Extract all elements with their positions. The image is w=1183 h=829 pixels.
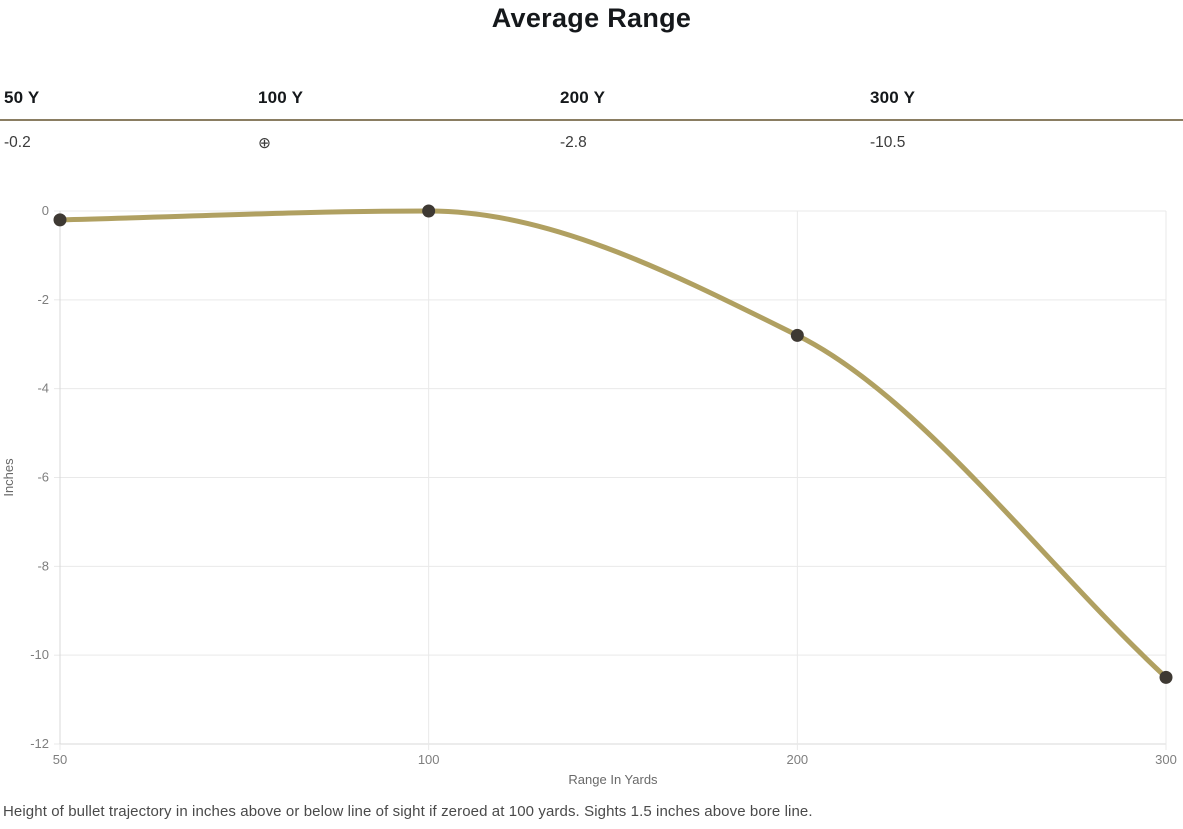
- range-column-header-100y: 100 Y: [258, 88, 304, 107]
- range-column-header-200y: 200 Y: [560, 88, 606, 107]
- chart-footnote: Height of bullet trajectory in inches ab…: [3, 803, 813, 820]
- y-tick-label: -8: [37, 558, 49, 573]
- range-table: 50 Y 100 Y 200 Y 300 Y -0.2 ⊕ -2.8 -10.5: [0, 80, 1183, 153]
- range-column-header-300y: 300 Y: [870, 88, 916, 107]
- y-tick-label: -12: [30, 736, 49, 751]
- trajectory-chart-canvas[interactable]: 0 -2 -4 -6 -8 -10 -12 50 100 200 300 Range In Yards…: [0, 195, 1183, 795]
- y-tick-label: -6: [37, 470, 49, 485]
- x-tick-label: 200: [786, 752, 808, 767]
- x-tick-label: 100: [418, 752, 440, 767]
- y-tick-label: 0: [42, 203, 49, 218]
- trajectory-chart[interactable]: 0 -2 -4 -6 -8 -10 -12 50 100 200 300 Range In Yards…: [0, 195, 1183, 795]
- y-axis-title: Inches: [1, 458, 16, 497]
- range-table-header-row: 50 Y 100 Y 200 Y 300 Y: [0, 80, 1183, 121]
- data-point-50y[interactable]: [53, 213, 67, 227]
- x-axis-title: Range In Yards: [568, 772, 658, 787]
- zeroed-crosshair-icon: ⊕: [258, 135, 271, 152]
- data-point-100y[interactable]: [422, 204, 436, 218]
- trajectory-value-50y: -0.2: [4, 134, 31, 151]
- range-table-value-row: -0.2 ⊕ -2.8 -10.5: [0, 121, 1183, 153]
- page-title: Average Range: [491, 3, 692, 33]
- y-tick-label: -4: [37, 381, 49, 396]
- data-point-300y[interactable]: [1159, 670, 1173, 684]
- y-tick-label: -10: [30, 647, 49, 662]
- y-tick-label: -2: [37, 292, 49, 307]
- trajectory-value-200y: -2.8: [560, 134, 587, 151]
- trajectory-line: [57, 208, 1169, 680]
- data-point-200y[interactable]: [790, 328, 804, 342]
- x-tick-label: 300: [1155, 752, 1177, 767]
- trajectory-value-300y: -10.5: [870, 134, 906, 151]
- x-tick-label: 50: [53, 752, 67, 767]
- range-column-header-50y: 50 Y: [4, 88, 40, 107]
